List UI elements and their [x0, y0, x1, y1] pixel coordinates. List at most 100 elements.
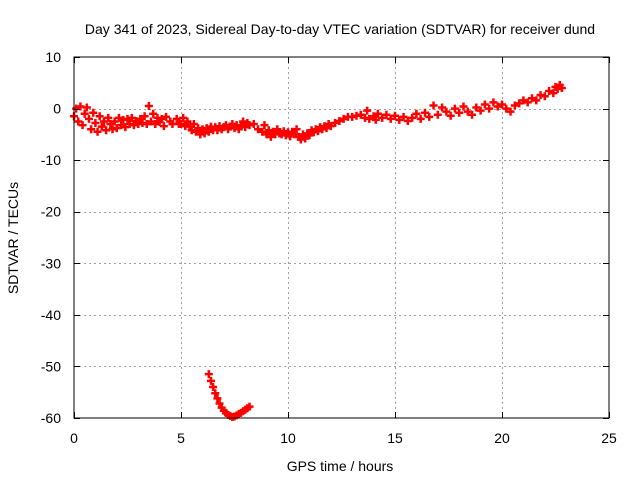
data-point	[420, 108, 429, 117]
data-point	[468, 110, 477, 119]
data-point	[502, 104, 511, 113]
data-point	[326, 122, 335, 131]
data-point	[438, 103, 447, 112]
data-point	[335, 116, 344, 125]
data-point	[515, 99, 524, 108]
data-point	[403, 116, 412, 125]
data-point	[215, 399, 224, 408]
data-point	[557, 83, 566, 92]
plot-frame	[73, 56, 610, 419]
data-point	[254, 125, 263, 134]
data-point	[106, 120, 115, 129]
data-point	[485, 104, 494, 113]
data-point	[442, 107, 451, 116]
data-point	[74, 117, 83, 126]
data-point	[399, 112, 408, 121]
y-tick-label: -20	[41, 204, 61, 220]
data-point	[144, 101, 153, 110]
data-point	[149, 109, 158, 118]
data-point	[532, 96, 541, 105]
x-tick-label: 25	[601, 430, 617, 446]
data-point	[510, 101, 519, 110]
data-point	[506, 107, 515, 116]
data-point	[416, 114, 425, 123]
data-point	[87, 125, 96, 134]
data-point	[110, 117, 119, 126]
data-point	[147, 117, 156, 126]
data-point	[117, 121, 126, 130]
y-tick-label: -10	[41, 152, 61, 168]
data-point	[549, 89, 558, 98]
data-point	[200, 129, 209, 138]
data-point	[112, 124, 121, 133]
data-point	[459, 102, 468, 111]
data-point	[463, 107, 472, 116]
chart-title: Day 341 of 2023, Sidereal Day-to-day VTE…	[85, 21, 595, 37]
data-point	[493, 102, 502, 111]
data-point	[382, 110, 391, 119]
data-point	[209, 383, 218, 392]
data-point	[540, 92, 549, 101]
data-point	[177, 120, 185, 129]
data-point	[373, 109, 382, 118]
data-point	[84, 114, 93, 123]
data-point	[391, 111, 399, 120]
data-point	[378, 113, 387, 122]
data-point	[241, 123, 250, 132]
data-point	[286, 132, 295, 141]
data-point	[273, 125, 282, 134]
data-point	[245, 402, 254, 411]
data-point	[262, 130, 271, 139]
data-point	[339, 114, 348, 123]
data-point	[408, 113, 417, 122]
data-point	[498, 100, 506, 109]
data-point	[450, 104, 459, 113]
data-point	[472, 103, 481, 112]
data-point	[489, 98, 498, 107]
data-point	[429, 101, 438, 110]
data-point	[136, 114, 145, 123]
axes: 0 5 10 15 20 25 10 0 -10 -20 -30 -40 -50 -60	[41, 49, 617, 446]
y-tick-label: 0	[53, 101, 61, 117]
data-point	[179, 113, 188, 122]
data-point	[395, 115, 404, 124]
data-point	[95, 112, 104, 121]
data-point	[331, 119, 340, 128]
data-point	[313, 127, 322, 136]
data-point	[114, 113, 123, 122]
y-tick-label: -50	[41, 358, 61, 374]
data-point	[189, 120, 198, 129]
data-point	[305, 131, 314, 140]
data-point	[211, 389, 220, 398]
x-axis-label: GPS time / hours	[287, 458, 394, 474]
data-point	[446, 111, 455, 120]
y-tick-label: 10	[45, 49, 61, 65]
data-point	[72, 104, 81, 113]
x-tick-label: 0	[70, 430, 78, 446]
data-point	[239, 117, 248, 126]
data-point	[89, 108, 98, 117]
series-main	[70, 80, 566, 144]
x-tick-label: 20	[494, 430, 510, 446]
data-point	[140, 112, 149, 121]
data-point	[206, 376, 215, 385]
data-point	[523, 98, 532, 107]
data-point	[322, 124, 331, 133]
data-point	[78, 121, 87, 130]
data-point	[97, 122, 106, 131]
data-point	[183, 117, 192, 126]
data-point	[249, 120, 258, 129]
data-point	[157, 114, 166, 123]
data-point	[142, 120, 151, 129]
data-point	[433, 110, 442, 119]
data-point	[266, 132, 275, 141]
x-tick-label: 5	[177, 430, 185, 446]
data-point	[99, 117, 108, 126]
data-point	[121, 123, 130, 132]
data-point	[162, 112, 171, 121]
data-point	[187, 126, 196, 135]
data-point	[386, 114, 395, 123]
data-point	[363, 106, 372, 115]
y-tick-label: -40	[41, 307, 61, 323]
